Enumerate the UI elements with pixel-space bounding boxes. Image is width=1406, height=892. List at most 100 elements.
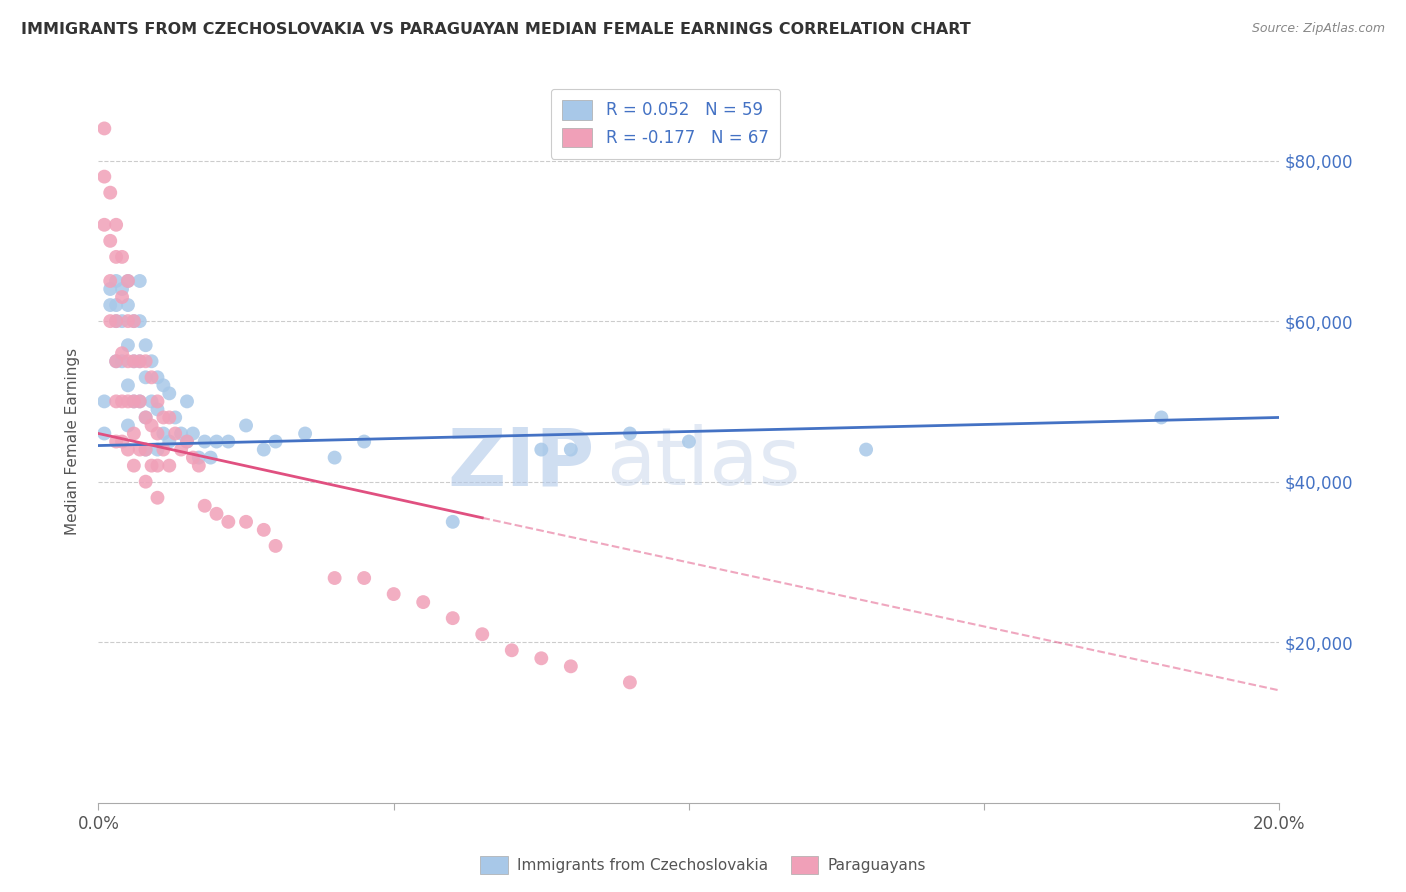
Point: [165, 426, 187, 441]
Point: [128, 314, 150, 328]
Point: [217, 434, 239, 449]
Point: [98, 274, 121, 288]
Point: [135, 442, 157, 457]
Point: [441, 611, 464, 625]
Point: [117, 354, 139, 368]
Point: [122, 458, 145, 473]
Point: [122, 354, 145, 368]
Point: [235, 515, 257, 529]
Point: [412, 595, 434, 609]
Point: [530, 651, 553, 665]
Point: [98, 186, 121, 200]
Point: [98, 234, 121, 248]
Point: [135, 338, 157, 352]
Point: [128, 394, 150, 409]
Point: [176, 394, 198, 409]
Text: Source: ZipAtlas.com: Source: ZipAtlas.com: [1251, 22, 1385, 36]
Point: [294, 426, 316, 441]
Point: [353, 434, 375, 449]
Y-axis label: Median Female Earnings: Median Female Earnings: [65, 348, 80, 535]
Text: ZIP: ZIP: [447, 425, 595, 502]
Point: [111, 346, 134, 360]
Legend: R = 0.052   N = 59, R = -0.177   N = 67: R = 0.052 N = 59, R = -0.177 N = 67: [551, 88, 780, 159]
Point: [146, 394, 169, 409]
Point: [122, 394, 145, 409]
Point: [141, 370, 163, 384]
Point: [141, 354, 163, 368]
Point: [93, 121, 115, 136]
Point: [117, 274, 139, 288]
Point: [141, 458, 163, 473]
Point: [253, 523, 276, 537]
Point: [117, 442, 139, 457]
Point: [135, 410, 157, 425]
Point: [111, 354, 134, 368]
Point: [235, 418, 257, 433]
Point: [135, 370, 157, 384]
Point: [105, 434, 128, 449]
Point: [128, 354, 150, 368]
Point: [105, 354, 128, 368]
Point: [146, 402, 169, 417]
Point: [128, 354, 150, 368]
Point: [146, 442, 169, 457]
Point: [105, 314, 128, 328]
Point: [98, 298, 121, 312]
Point: [194, 499, 217, 513]
Point: [323, 571, 346, 585]
Point: [152, 442, 174, 457]
Point: [1150, 410, 1173, 425]
Point: [187, 450, 209, 465]
Point: [181, 426, 204, 441]
Point: [194, 434, 217, 449]
Point: [152, 410, 174, 425]
Point: [128, 274, 150, 288]
Point: [501, 643, 523, 657]
Point: [353, 571, 375, 585]
Point: [165, 410, 187, 425]
Point: [93, 218, 115, 232]
Point: [105, 274, 128, 288]
Point: [678, 434, 700, 449]
Point: [152, 378, 174, 392]
Point: [111, 434, 134, 449]
Text: atlas: atlas: [606, 425, 800, 502]
Point: [111, 394, 134, 409]
Point: [98, 314, 121, 328]
Point: [205, 434, 228, 449]
Point: [122, 426, 145, 441]
Point: [157, 458, 180, 473]
Point: [98, 282, 121, 296]
Point: [135, 475, 157, 489]
Point: [157, 410, 180, 425]
Point: [117, 314, 139, 328]
Point: [135, 354, 157, 368]
Point: [122, 354, 145, 368]
Point: [619, 426, 641, 441]
Text: IMMIGRANTS FROM CZECHOSLOVAKIA VS PARAGUAYAN MEDIAN FEMALE EARNINGS CORRELATION : IMMIGRANTS FROM CZECHOSLOVAKIA VS PARAGU…: [21, 22, 970, 37]
Point: [619, 675, 641, 690]
Point: [122, 394, 145, 409]
Point: [141, 394, 163, 409]
Point: [117, 418, 139, 433]
Point: [170, 426, 193, 441]
Point: [111, 250, 134, 264]
Point: [117, 394, 139, 409]
Point: [146, 426, 169, 441]
Point: [205, 507, 228, 521]
Point: [264, 434, 287, 449]
Point: [111, 314, 134, 328]
Point: [382, 587, 405, 601]
Point: [111, 282, 134, 296]
Point: [253, 442, 276, 457]
Legend: Immigrants from Czechoslovakia, Paraguayans: Immigrants from Czechoslovakia, Paraguay…: [474, 850, 932, 880]
Point: [152, 426, 174, 441]
Point: [141, 418, 163, 433]
Point: [105, 218, 128, 232]
Point: [122, 314, 145, 328]
Point: [176, 434, 198, 449]
Point: [135, 442, 157, 457]
Point: [117, 274, 139, 288]
Point: [441, 515, 464, 529]
Point: [146, 370, 169, 384]
